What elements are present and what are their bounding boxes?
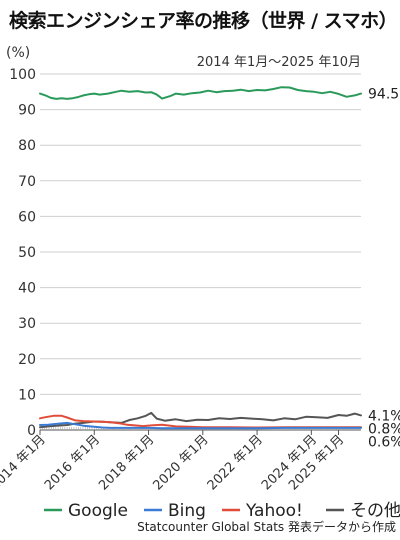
y-tick-label: 100 — [9, 67, 36, 83]
x-tick-label: 2016 年1月 — [42, 432, 103, 493]
y-tick-label: 90 — [18, 103, 36, 119]
series-line — [39, 411, 362, 429]
y-tick-label: 50 — [18, 245, 36, 261]
y-tick-label: 30 — [18, 316, 36, 332]
x-tick-label: 2020 年1月 — [150, 432, 211, 493]
legend-label: Google — [68, 501, 128, 521]
labels: 94.5% 4.1%0.8%0.6% — [368, 87, 400, 451]
y-tick-label: 80 — [18, 138, 36, 154]
series-end-label: 0.6% — [368, 434, 400, 450]
y-tick-label: 40 — [18, 281, 36, 297]
series-end-label: 94.5% — [368, 87, 400, 103]
x-tick-label: 2022 年1月 — [205, 432, 266, 493]
series-end-label: 0.8% — [368, 421, 400, 437]
y-tick-label: 70 — [18, 174, 36, 190]
y-tick-label: 20 — [18, 352, 36, 368]
y-tick-label: 0 — [27, 423, 36, 439]
chart-subtitle: 2014 年1月〜2025 年10月 — [197, 55, 361, 70]
series-lines — [39, 86, 362, 430]
legend-label: Bing — [168, 501, 206, 521]
y-unit-label: (%) — [6, 45, 30, 61]
series-end-label: 4.1% — [368, 408, 400, 424]
legend-label: その他 — [350, 501, 400, 521]
legend-label: Yahoo! — [245, 501, 303, 521]
y-tick-label: 10 — [18, 387, 36, 403]
series-line — [39, 421, 362, 430]
grid-lines — [40, 73, 361, 431]
x-tick-label: 2018 年1月 — [96, 432, 157, 493]
x-tick-label: 2014 年1月 — [0, 432, 49, 493]
source-note: Statcounter Global Stats 発表データから作成 — [137, 519, 396, 534]
legend: Google Bing Yahoo! その他 — [44, 501, 400, 521]
series-line — [39, 86, 362, 100]
y-tick-label: 60 — [18, 209, 36, 225]
chart-title: 検索エンジンシェア率の推移（世界 / スマホ） — [9, 10, 398, 32]
